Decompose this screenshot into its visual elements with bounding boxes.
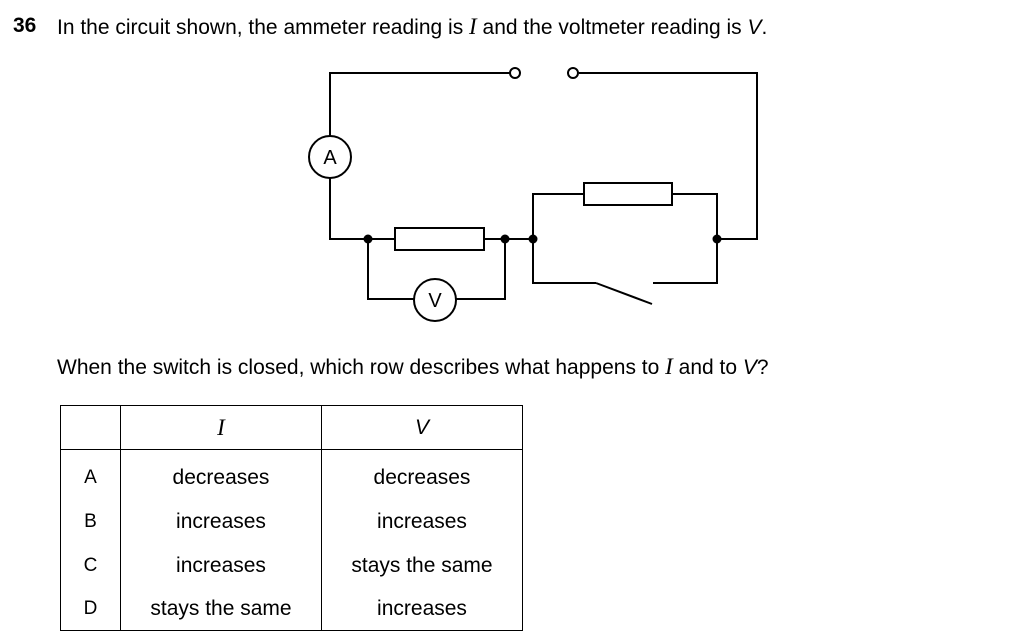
row-label: D [60,588,121,631]
switch-open-contact-left [509,67,521,79]
row-voltage-change: increases [321,588,523,631]
table-header-row: I V [60,405,523,450]
junction-dot [712,234,722,244]
row-label: A [60,449,121,500]
resistor-series [394,227,485,251]
row-voltage-change: decreases [321,449,523,500]
question-text-middle: and the voltmeter reading is [476,16,748,39]
row-current-change: stays the same [120,588,322,631]
resistor-parallel [583,182,673,206]
voltmeter: V [413,278,457,322]
question-text: In the circuit shown, the ammeter readin… [57,14,767,40]
row-current-change: decreases [120,449,322,500]
row-current-change: increases [120,500,322,544]
row-voltage-change: stays the same [321,544,523,588]
prompt-prefix: When the switch is closed, which row des… [57,356,666,379]
wire-top-left [329,72,511,136]
voltmeter-label: V [428,290,442,312]
junction-dot [500,234,510,244]
ammeter-label: A [323,147,337,169]
row-label: C [60,544,121,588]
circuit-diagram: A V [308,67,758,322]
prompt-middle: and to [672,356,743,379]
voltage-symbol: V [747,16,762,39]
ammeter: A [308,135,352,179]
question-prompt: When the switch is closed, which row des… [57,354,769,380]
header-blank [60,405,121,450]
switch-open-contact-right [567,67,579,79]
header-current: I [120,405,322,450]
row-current-change: increases [120,544,322,588]
answer-table: I V A decreases decreases B increases in… [60,405,523,631]
prompt-suffix: ? [756,356,769,379]
current-symbol: I [469,14,477,39]
junction-dot [528,234,538,244]
current-symbol: I [665,354,673,379]
row-label: B [60,500,121,544]
header-voltage: V [321,405,523,450]
row-voltage-change: increases [321,500,523,544]
wire-voltmeter-loop [367,239,506,300]
question-text-prefix: In the circuit shown, the ammeter readin… [57,16,470,39]
wire-ammeter-down [329,177,368,240]
wire-top-right [579,72,758,240]
wire-switch-branch [532,239,718,284]
wire-upper-branch [532,193,718,239]
table-row[interactable]: D stays the same increases [60,588,523,631]
question-text-suffix: . [761,16,768,39]
switch-blade [595,282,653,305]
table-row[interactable]: B increases increases [60,500,523,544]
table-row[interactable]: A decreases decreases [60,449,523,500]
junction-dot [363,234,373,244]
question-number: 36 [13,14,37,37]
table-row[interactable]: C increases stays the same [60,544,523,588]
voltage-symbol: V [742,356,757,379]
